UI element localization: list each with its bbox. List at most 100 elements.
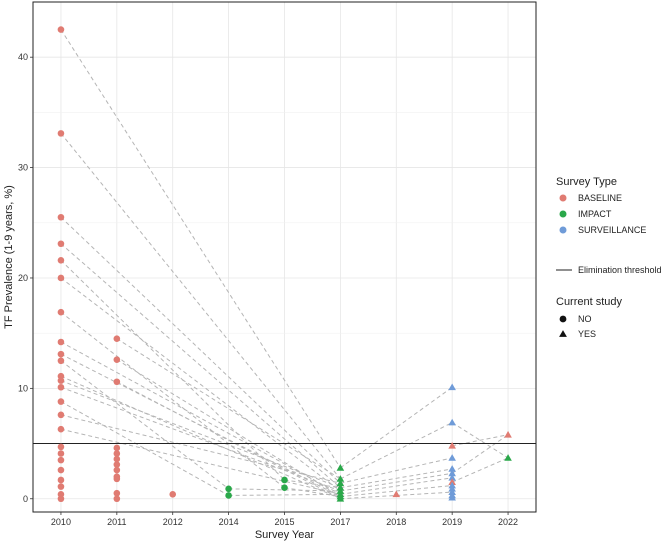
data-point-2011-27: [113, 444, 121, 452]
legend-current-study-key-1: [559, 330, 567, 337]
data-point-2011-30: [113, 461, 121, 468]
trajectory-line-15: [60, 428, 341, 495]
legend-current-study-key-0: [559, 315, 567, 323]
legend: Survey Type BASELINE IMPACT SURVEILLANCE E…: [556, 176, 662, 339]
legend-current-study-title: Current study: [556, 296, 623, 308]
data-point-2011-33: [113, 475, 121, 483]
trajectory-line-14: [60, 414, 341, 484]
y-axis: 0 10 20 30 40: [18, 52, 33, 504]
data-point-2014-38: [225, 492, 232, 499]
x-tick-label-2014: 2014: [219, 517, 239, 527]
legend-survey-type-key-0: [559, 194, 567, 202]
trajectory-line-34: [451, 457, 509, 483]
trajectory-line-18: [116, 381, 341, 500]
x-axis-title: Survey Year: [255, 529, 315, 541]
data-point-2010-5: [57, 274, 65, 282]
data-point-2014-37: [225, 485, 232, 493]
data-point-2015-39: [281, 476, 288, 484]
data-point-2019-62: [448, 493, 456, 501]
y-axis-title: TF Prevalence (1-9 years, %): [3, 185, 15, 329]
data-point-2010-13: [57, 398, 65, 405]
data-point-2019-56: [448, 473, 456, 481]
legend-survey-type-key-1: [559, 210, 567, 218]
trajectory-line-27: [340, 472, 453, 492]
trajectory-line-25: [340, 457, 453, 484]
data-point-2015-40: [281, 484, 288, 492]
data-point-2012-36: [169, 491, 177, 498]
x-tick-label-2015: 2015: [274, 517, 294, 527]
data-point-2010-15: [57, 425, 65, 433]
trajectory-line-11: [60, 380, 341, 489]
trajectory-line-19: [228, 488, 341, 492]
x-tick-label-2010: 2010: [51, 517, 71, 527]
data-point-2017-41: [336, 464, 345, 471]
data-point-2011-24: [113, 335, 121, 342]
data-point-2010-23: [57, 495, 65, 503]
data-point-2022-64: [504, 454, 512, 461]
y-tick-label-20: 20: [18, 273, 28, 283]
trajectory-line-10: [60, 375, 341, 500]
data-point-2010-1: [57, 130, 65, 137]
legend-current-study-label-0: NO: [578, 314, 592, 324]
data-point-2010-0: [57, 26, 65, 33]
data-point-2022-63: [504, 430, 512, 438]
data-point-2010-9: [57, 357, 65, 365]
data-point-2010-20: [57, 476, 65, 484]
data-point-2019-54: [448, 465, 456, 472]
trajectory-line-9: [60, 360, 229, 490]
y-tick-label-40: 40: [18, 52, 28, 62]
trajectory-line-30: [340, 491, 453, 500]
data-points: [57, 26, 512, 503]
trajectory-line-5: [60, 277, 341, 492]
x-tick-label-2018: 2018: [386, 517, 406, 527]
y-tick-label-0: 0: [23, 494, 28, 504]
trajectory-line-6: [60, 311, 285, 489]
data-point-2011-25: [113, 356, 121, 363]
data-point-2010-3: [57, 240, 65, 248]
x-tick-label-2017: 2017: [330, 517, 350, 527]
data-point-2010-17: [57, 450, 65, 457]
data-point-2019-52: [448, 441, 456, 449]
data-point-2010-16: [57, 443, 65, 451]
trajectory-line-0: [60, 29, 341, 469]
trajectory-line-20: [228, 493, 341, 496]
data-point-2010-14: [57, 411, 65, 419]
trajectory-line-23: [340, 386, 453, 469]
legend-survey-type-key-2: [559, 226, 567, 234]
data-point-2011-28: [113, 450, 121, 457]
data-point-2010-18: [57, 456, 65, 464]
trajectory-line-33: [451, 434, 509, 474]
y-tick-label-10: 10: [18, 383, 28, 393]
trajectory-line-26: [340, 468, 453, 489]
legend-current-study-label-1: YES: [578, 329, 596, 339]
trajectory-line-17: [116, 359, 341, 497]
data-point-2019-51: [448, 418, 456, 426]
trajectory-line-2: [60, 216, 341, 484]
data-point-2011-31: [113, 466, 121, 474]
data-point-2010-8: [57, 350, 65, 358]
data-point-2017-43: [336, 479, 345, 487]
data-point-2017-48: [336, 494, 345, 502]
data-point-2019-55: [448, 469, 456, 477]
trajectory-line-16: [116, 338, 341, 480]
x-tick-label-2012: 2012: [163, 517, 183, 527]
legend-threshold-label: Elimination threshold: [578, 265, 662, 275]
data-point-2018-49: [392, 490, 401, 498]
data-point-2011-35: [113, 495, 121, 503]
data-point-2019-50: [448, 383, 456, 391]
trajectory-lines: [60, 29, 509, 500]
legend-survey-type-label-2: SURVEILLANCE: [578, 225, 646, 235]
x-tick-label-2019: 2019: [442, 517, 462, 527]
data-point-2010-19: [57, 466, 65, 474]
data-point-2011-34: [113, 489, 121, 497]
trajectory-line-3: [60, 243, 341, 489]
data-point-2011-26: [113, 378, 121, 386]
legend-survey-type-title: Survey Type: [556, 176, 617, 188]
data-point-2011-29: [113, 455, 121, 463]
y-tick-label-30: 30: [18, 163, 28, 173]
legend-current-study: NO YES: [559, 314, 596, 339]
data-point-2010-21: [57, 483, 65, 490]
legend-survey-types: BASELINE IMPACT SURVEILLANCE: [559, 193, 646, 235]
x-axis: 2010 2011 2012 2014 2015 2017 2018 2019 2022: [51, 512, 518, 527]
